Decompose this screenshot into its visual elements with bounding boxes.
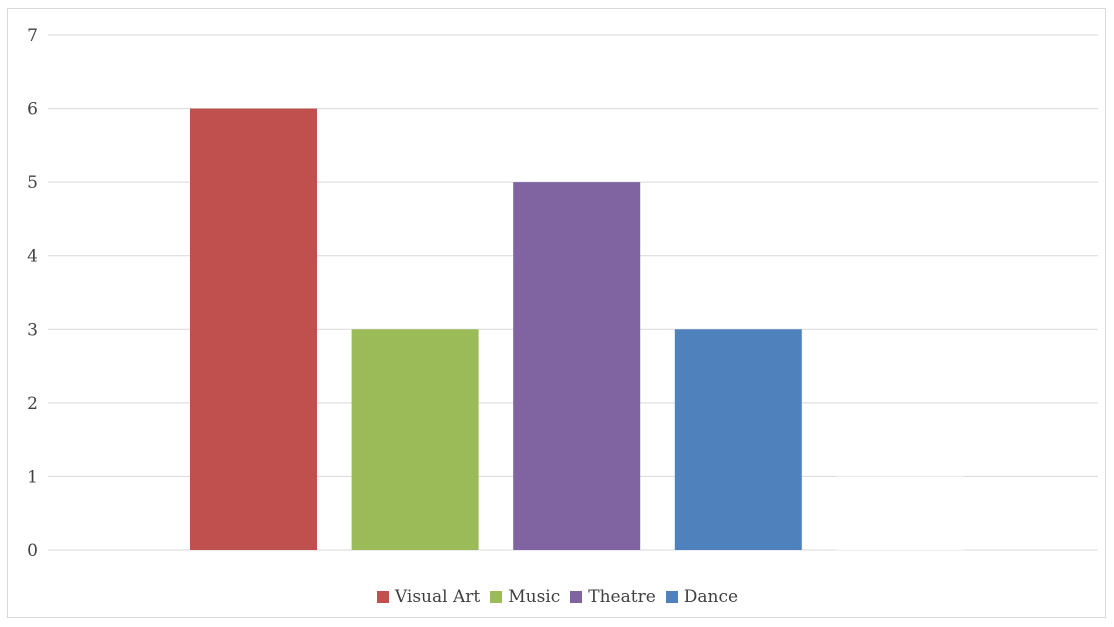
y-tick-label: 2 <box>27 394 38 414</box>
legend-item: Visual Art <box>376 587 481 607</box>
legend: Visual Art Music Theatre Dance <box>8 587 1107 607</box>
legend-label: Visual Art <box>394 587 481 607</box>
legend-label: Dance <box>683 587 739 607</box>
legend-swatch <box>665 591 678 603</box>
y-tick-label: 6 <box>27 100 38 120</box>
legend-label: Theatre <box>588 587 656 607</box>
bar-music <box>351 329 479 550</box>
legend-item: Dance <box>665 587 739 607</box>
y-tick-label: 3 <box>27 320 38 340</box>
legend-swatch <box>570 591 583 603</box>
bars <box>190 108 964 551</box>
y-tick-label: 5 <box>27 173 38 193</box>
y-tick-label: 7 <box>27 26 38 46</box>
bar-dance <box>674 329 802 550</box>
legend-item: Theatre <box>570 587 656 607</box>
y-tick-label: 4 <box>27 247 38 267</box>
bar-chart: 0 1 2 3 4 5 6 7 <box>27 26 1098 561</box>
y-axis-ticks: 0 1 2 3 4 5 6 7 <box>27 26 38 561</box>
bar-theatre <box>513 182 641 550</box>
legend-swatch <box>490 591 503 603</box>
legend-item: Music <box>490 587 560 607</box>
y-tick-label: 1 <box>27 467 38 487</box>
chart-area: 0 1 2 3 4 5 6 7 Visual Art Music Theatre Dance <box>7 8 1106 618</box>
y-tick-label: 0 <box>27 541 38 561</box>
legend-swatch <box>376 591 389 603</box>
bar-visual-art <box>190 108 317 551</box>
bar-blank <box>836 476 964 550</box>
legend-label: Music <box>508 587 561 607</box>
